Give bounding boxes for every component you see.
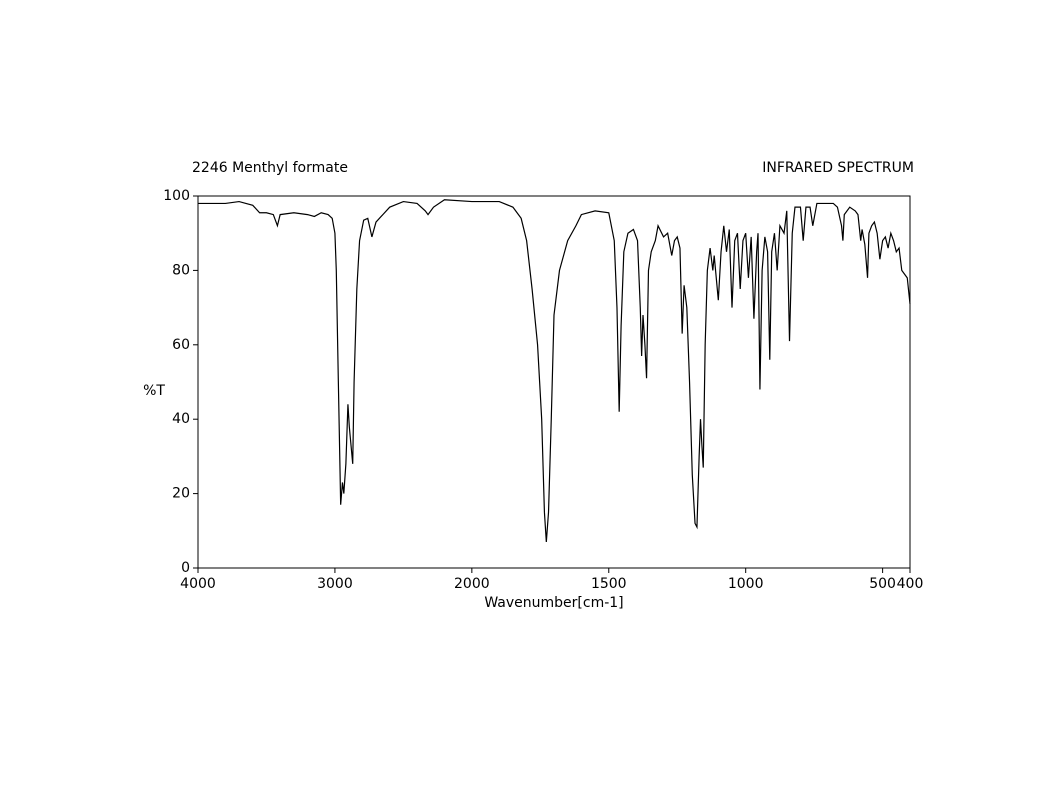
y-tick-label: 60 [172, 337, 190, 353]
y-tick-label: 20 [172, 486, 190, 502]
y-tick-label: 40 [172, 411, 190, 427]
y-axis-label: %T [143, 383, 165, 399]
x-tick-label: 400 [897, 576, 924, 592]
x-tick-label: 1000 [728, 576, 764, 592]
y-tick-label: 80 [172, 262, 190, 278]
x-tick-label: 2000 [454, 576, 490, 592]
plot-frame [197, 195, 911, 569]
x-axis-label: Wavenumber[cm-1] [484, 595, 623, 611]
y-tick-label: 0 [181, 560, 190, 576]
spectrum-line [198, 199, 911, 543]
x-tick-label: 4000 [180, 576, 216, 592]
x-tick-label: 1500 [591, 576, 627, 592]
chart-title: 2246 Menthyl formate [192, 160, 348, 176]
x-tick-label: 3000 [317, 576, 353, 592]
y-tick-label: 100 [163, 188, 190, 204]
chart-subtitle: INFRARED SPECTRUM [762, 160, 914, 176]
x-tick-label: 500 [869, 576, 896, 592]
